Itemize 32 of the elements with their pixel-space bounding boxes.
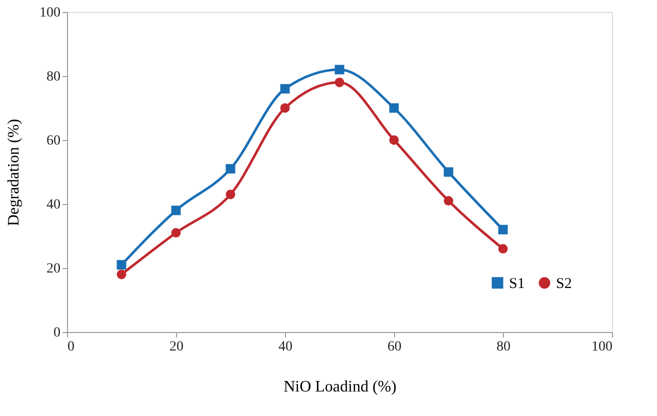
point xyxy=(226,190,236,200)
x-tick-label: 60 xyxy=(388,340,402,354)
x-tick-label: 80 xyxy=(496,340,510,354)
y-tick-label: 40 xyxy=(46,198,60,212)
point xyxy=(280,103,290,113)
point xyxy=(334,64,344,74)
legend-label: S1 xyxy=(509,276,525,292)
x-tick-label: 0 xyxy=(68,340,74,354)
point xyxy=(389,135,399,145)
point xyxy=(171,206,181,216)
x-tick-label: 100 xyxy=(592,340,612,354)
y-tick-label: 0 xyxy=(54,326,60,340)
point xyxy=(444,167,454,177)
point xyxy=(498,224,508,234)
point xyxy=(171,228,181,238)
x-axis-title: NiO Loadind (%) xyxy=(284,378,396,396)
legend-label: S2 xyxy=(556,276,572,292)
point xyxy=(389,103,399,113)
point xyxy=(280,84,290,94)
point xyxy=(116,260,126,270)
point xyxy=(116,270,126,280)
y-tick-label: 60 xyxy=(46,134,60,148)
point xyxy=(498,244,508,254)
x-tick-label: 20 xyxy=(170,340,184,354)
x-tick-label: 40 xyxy=(278,340,292,354)
y-tick-label: 100 xyxy=(40,6,60,20)
point xyxy=(226,164,236,174)
y-axis-title: Degradation (%) xyxy=(6,118,22,226)
y-tick-label: 20 xyxy=(46,262,60,276)
point xyxy=(334,78,344,88)
point xyxy=(444,196,454,206)
y-tick-label: 80 xyxy=(46,70,60,84)
